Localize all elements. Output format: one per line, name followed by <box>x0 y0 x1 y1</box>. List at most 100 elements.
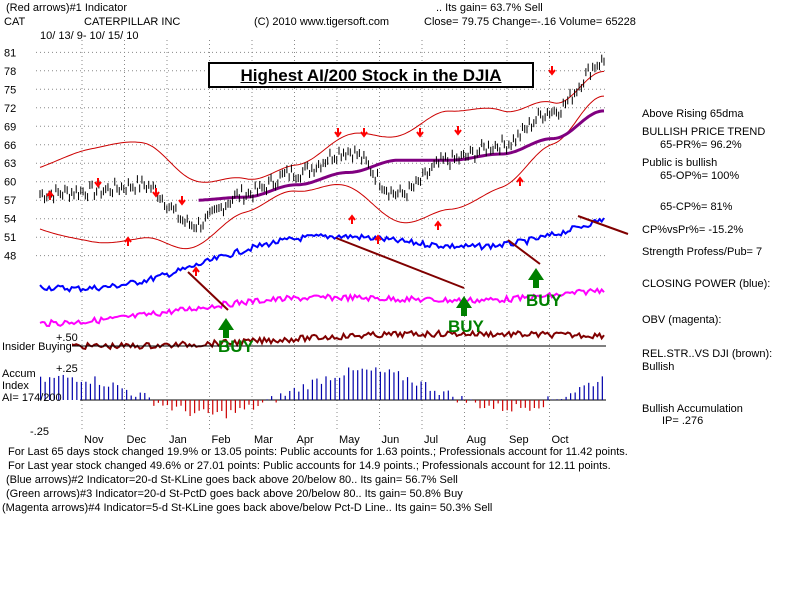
x-tick-label: Apr <box>297 434 314 446</box>
closing-power <box>39 217 605 293</box>
accum-bar <box>579 387 581 400</box>
accum-bar <box>551 399 554 400</box>
sell-arrow <box>178 196 186 206</box>
buy-signal-arrow <box>374 234 382 244</box>
accum-bar <box>71 377 73 400</box>
trend-line <box>577 215 629 235</box>
accum-bar <box>266 399 268 400</box>
accum-bar <box>293 387 295 400</box>
accum-bar <box>280 393 282 400</box>
accum-label: Accum <box>2 368 36 380</box>
accum-bar <box>452 396 454 400</box>
sell-arrow <box>334 128 342 138</box>
accum-bar <box>121 388 123 400</box>
accum-bar <box>397 371 400 400</box>
buy-signal-arrow <box>516 176 524 186</box>
accum-bar <box>67 377 69 400</box>
accum-bar <box>497 400 499 404</box>
accum-bar <box>542 400 545 408</box>
obv <box>39 287 605 328</box>
accum-bar <box>180 400 182 406</box>
accum-bar <box>488 400 490 406</box>
sell-arrow <box>454 126 462 136</box>
accum-bar <box>243 400 246 410</box>
accum-bar <box>329 380 332 400</box>
sell-arrow <box>416 128 424 138</box>
accumulation-histogram <box>40 367 606 419</box>
summary-65day: For Last 65 days stock changed 19.9% or … <box>8 446 628 458</box>
accum-bar <box>547 396 549 400</box>
accum-bar <box>107 386 110 400</box>
accum-bar <box>230 400 232 411</box>
accum-bar <box>148 397 150 400</box>
accum-bar <box>520 400 522 408</box>
accum-bar <box>62 374 64 400</box>
accum-bar <box>216 400 218 413</box>
sell-arrow <box>360 128 368 138</box>
x-tick-label: Jul <box>424 434 438 446</box>
ticker: CAT <box>4 16 26 28</box>
accum-bar <box>103 386 105 400</box>
sell-arrow <box>94 178 102 188</box>
accum-bar <box>212 400 214 415</box>
cp-vs-pr: CP%vsPr%= -15.2% <box>642 224 744 236</box>
accum-bar <box>502 400 504 411</box>
accum-bar <box>588 382 590 400</box>
x-tick-label: Jun <box>382 434 400 446</box>
accum-bar <box>302 384 304 400</box>
accum-bar <box>402 380 404 400</box>
ip-value: IP= .276 <box>662 415 704 427</box>
chart-title-box: Highest AI/200 Stock in the DJIA <box>208 62 534 88</box>
accum-bar <box>76 381 78 400</box>
obv-line <box>39 287 605 328</box>
accum-bar <box>98 384 101 400</box>
accum-bar <box>438 394 440 400</box>
accum-bar <box>44 381 46 400</box>
accum-bar <box>189 400 191 417</box>
quote-summary: Close= 79.75 Change=-.16 Volume= 65228 <box>424 16 636 28</box>
accum-bar <box>379 371 381 400</box>
minus25-label: -.25 <box>30 426 49 438</box>
x-tick-labels: Nov Dec Jan Feb Mar Apr May Jun Jul Aug Sep Oct <box>84 434 569 446</box>
accum-bar <box>506 400 508 411</box>
accum-bar <box>203 400 205 410</box>
accum-bar <box>429 390 431 400</box>
indicator-gain: .. Its gain= 63.7% Sell <box>436 2 543 14</box>
accum-bar <box>325 376 327 400</box>
indicator-blue: (Blue arrows)#2 Indicator=20-d St-KLine … <box>6 474 458 486</box>
y-tick-label: 66 <box>4 140 16 152</box>
accum-bar <box>447 390 449 400</box>
accum-bar <box>425 382 427 400</box>
accum-bar <box>388 369 391 400</box>
trend-status: Above Rising 65dma <box>642 108 744 120</box>
accum-bar <box>239 400 241 409</box>
x-tick-label: Nov <box>84 434 104 446</box>
strength-ratio: Strength Profess/Pub= 7 <box>642 246 763 258</box>
accum-bar <box>357 370 359 400</box>
accum-bar <box>565 396 567 400</box>
accum-bar <box>126 389 128 400</box>
y-tick-label: 60 <box>4 177 16 189</box>
accum-bar <box>493 400 495 409</box>
accum-bar <box>533 400 535 409</box>
plus25-label: +.25 <box>56 363 78 375</box>
accum-bar <box>443 391 445 400</box>
x-tick-label: Mar <box>254 434 273 446</box>
accum-bar <box>40 376 42 400</box>
accum-bar <box>461 395 463 400</box>
bollinger-bands <box>39 70 605 250</box>
accum-bar <box>574 392 576 400</box>
buy-signal-arrow <box>348 214 356 224</box>
accum-bar <box>130 395 132 400</box>
cp-percent: 65-CP%= 81% <box>660 201 733 213</box>
buy-signal-arrow <box>46 190 54 200</box>
accum-bar <box>483 400 486 409</box>
sell-arrow <box>548 66 556 76</box>
accum-bar <box>275 400 277 403</box>
accum-bar <box>225 400 227 419</box>
accum-bar <box>221 400 223 412</box>
accum-bar <box>352 370 354 400</box>
accum-bar <box>171 400 173 411</box>
rel-strength-status: Bullish <box>642 361 675 373</box>
